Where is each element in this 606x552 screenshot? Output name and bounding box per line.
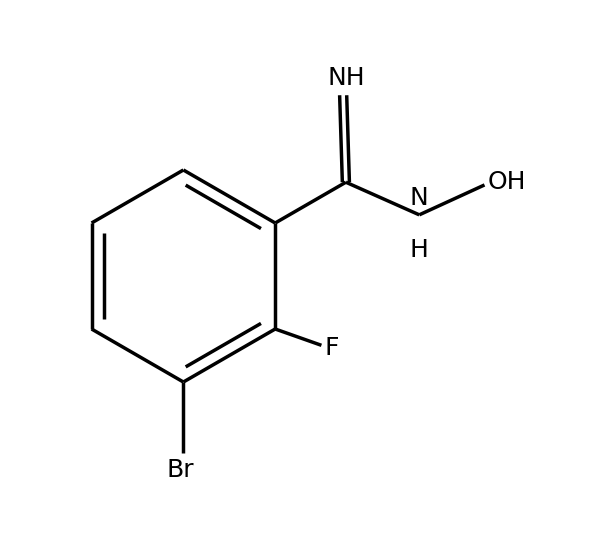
Text: Br: Br bbox=[167, 458, 195, 482]
Text: NH: NH bbox=[327, 66, 365, 90]
Text: OH: OH bbox=[487, 170, 526, 194]
Text: F: F bbox=[324, 336, 339, 360]
Text: H: H bbox=[410, 238, 428, 262]
Text: N: N bbox=[410, 187, 428, 210]
